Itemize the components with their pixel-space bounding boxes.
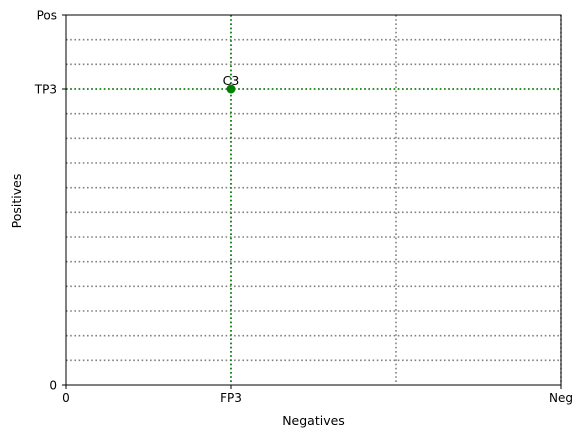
plot-frame <box>65 14 562 386</box>
data-point-0 <box>226 84 236 94</box>
grid-layer <box>66 15 562 385</box>
x-tick-label-2: Neg <box>549 391 573 405</box>
y-tick-label-1: TP3 <box>34 83 57 97</box>
highlight-layer <box>66 15 561 385</box>
axes-layer: 0 FP3 Neg 0 TP3 Pos <box>34 9 573 406</box>
y-axis-label: Positives <box>9 174 24 229</box>
data-point-label-0: C3 <box>223 73 240 88</box>
x-axis-label: Negatives <box>282 413 345 428</box>
x-tick-label-0: 0 <box>62 391 70 405</box>
x-tick-label-1: FP3 <box>220 391 242 405</box>
points-layer: C3 <box>223 73 240 94</box>
y-tick-label-0: 0 <box>49 379 57 393</box>
y-tick-label-2: Pos <box>37 9 57 23</box>
